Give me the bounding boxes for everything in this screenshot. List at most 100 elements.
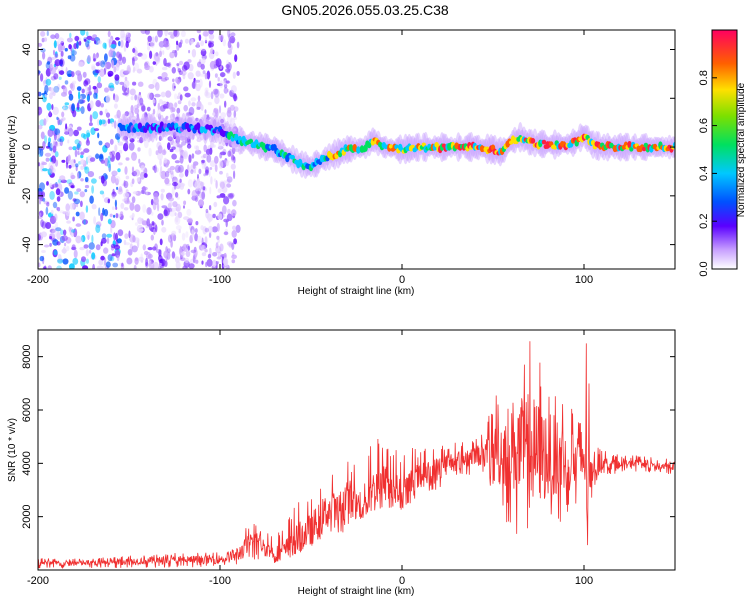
spectrogram-noise-point: [44, 94, 47, 98]
spectrogram-noise-point: [178, 164, 184, 173]
spectrogram-noise-point: [81, 88, 85, 94]
spectrogram-noise-point: [102, 42, 107, 49]
spectrogram-noise-point: [133, 264, 137, 269]
spectrogram-noise-point: [223, 196, 230, 205]
spectrogram-noise-point: [64, 242, 67, 247]
spectrogram-noise-point: [57, 43, 63, 53]
spectrogram-noise-point: [111, 121, 114, 128]
spectrogram-noise-point: [137, 81, 144, 87]
spectrogram-noise-point: [175, 261, 181, 269]
spectrogram-noise-point: [159, 158, 162, 166]
spectrogram-noise-point: [195, 70, 201, 77]
spectrogram-noise-point: [38, 262, 41, 268]
spectrogram-noise-point: [157, 213, 164, 220]
spectrogram-noise-point: [196, 187, 200, 196]
spectrogram-noise-point: [152, 246, 157, 251]
spectrogram-noise-point: [54, 33, 60, 40]
spectrogram-noise-point: [216, 83, 223, 87]
spectrogram-noise-point: [226, 176, 233, 183]
spectrogram-noise-point: [68, 226, 71, 232]
spectrogram-noise-point: [219, 80, 223, 89]
spectrogram-noise-point: [148, 261, 155, 269]
spectrogram-noise-point: [159, 50, 162, 57]
spectrogram-noise-point: [109, 138, 114, 145]
spectrogram-noise-point: [81, 235, 86, 243]
spectrogram-noise-point: [115, 178, 119, 186]
spectrogram-noise-point: [40, 31, 46, 37]
spectrogram-noise-point: [49, 147, 53, 151]
spectrogram-noise-point: [62, 105, 69, 111]
spectrogram-noise-point: [38, 142, 41, 147]
spectrogram-noise-point: [181, 141, 187, 146]
spectrogram-noise-point: [231, 254, 238, 260]
spectrogram-noise-point: [123, 192, 130, 199]
spectrogram-noise-point: [208, 168, 211, 178]
spectrogram-noise-point: [57, 83, 61, 90]
colorbar-tick-label: 0.6: [698, 118, 710, 133]
spectrogram-noise-point: [52, 201, 58, 209]
spectrogram-noise-point: [71, 48, 75, 57]
spectrogram-noise-point: [192, 81, 196, 89]
spectrogram-noise-point: [202, 186, 206, 191]
spectrogram-noise-point: [59, 175, 66, 181]
spectrogram-noise-point: [223, 257, 229, 266]
snr-y-axis-title: SNR (10 * v/v): [7, 418, 18, 482]
spectrogram-noise-point: [73, 159, 76, 164]
spectrogram-noise-point: [129, 215, 134, 219]
spectrogram-noise-point: [232, 252, 235, 257]
spectrogram-noise-point: [55, 227, 62, 232]
spectrogram-ridge-cell: [541, 139, 547, 145]
spectrogram-noise-point: [76, 143, 81, 149]
spectrogram-noise-point: [87, 93, 90, 102]
spectrogram-noise-point: [84, 166, 90, 174]
spectrogram-noise-point: [38, 234, 41, 241]
spectrogram-noise-point: [76, 86, 82, 91]
spectrogram-noise-point: [161, 205, 168, 209]
spectrogram-noise-point: [178, 60, 184, 66]
spectrogram-noise-point: [116, 95, 120, 102]
spectrogram-noise-point: [71, 80, 77, 85]
spectrogram-noise-point: [93, 92, 98, 99]
spectrogram-noise-point: [169, 136, 174, 141]
spectrogram-noise-point: [131, 166, 135, 173]
spectrogram-noise-point: [80, 30, 86, 36]
spectrogram-noise-point: [174, 49, 178, 58]
spectrogram-noise-point: [90, 127, 96, 135]
spectrogram-noise-point: [43, 265, 47, 269]
spectrogram-noise-point: [79, 246, 85, 251]
spectrogram-noise-point: [143, 173, 148, 178]
spectrogram-noise-point: [84, 176, 89, 183]
spectrogram-noise-point: [94, 73, 98, 78]
spectrogram-noise-point: [47, 265, 52, 269]
spectrogram-noise-point: [204, 249, 208, 253]
spectrogram-noise-point: [111, 170, 118, 177]
spectrogram-noise-point: [191, 102, 196, 107]
spectrogram-noise-point: [105, 112, 111, 118]
spectrogram-noise-point: [209, 167, 213, 170]
spectrogram-noise-point: [161, 66, 168, 71]
spectrogram-noise-point: [169, 210, 176, 217]
spectrogram-noise-point: [190, 249, 197, 254]
spectrogram-noise-point: [227, 107, 232, 114]
spectrogram-noise-point: [218, 160, 224, 169]
spectrogram-noise-point: [203, 173, 207, 177]
spectrogram-noise-point: [49, 62, 54, 69]
spectrogram-noise-point: [139, 97, 144, 106]
spectrogram-noise-point: [198, 34, 202, 41]
spectrogram-noise-point: [125, 157, 130, 161]
spectrogram-noise-point: [151, 36, 155, 42]
spectrogram-noise-point: [127, 249, 133, 256]
snr-x-ticks: -200 -100 0 100: [27, 330, 593, 587]
spectrogram-noise-point: [89, 114, 93, 123]
spectrogram-noise-point: [97, 40, 102, 45]
spectrogram-noise-point: [133, 169, 141, 177]
spectrogram-noise-point: [68, 164, 72, 169]
spectrogram-noise-point: [110, 44, 117, 49]
spectrogram-noise-point: [54, 53, 59, 59]
spectrogram-noise-point: [107, 160, 111, 168]
spectrogram-noise-point: [167, 136, 173, 142]
spectrogram-noise-point: [38, 70, 41, 74]
spectrogram-noise-point: [132, 69, 135, 73]
spectrogram-noise-point: [207, 101, 212, 106]
spectrogram-noise-point: [79, 191, 86, 198]
